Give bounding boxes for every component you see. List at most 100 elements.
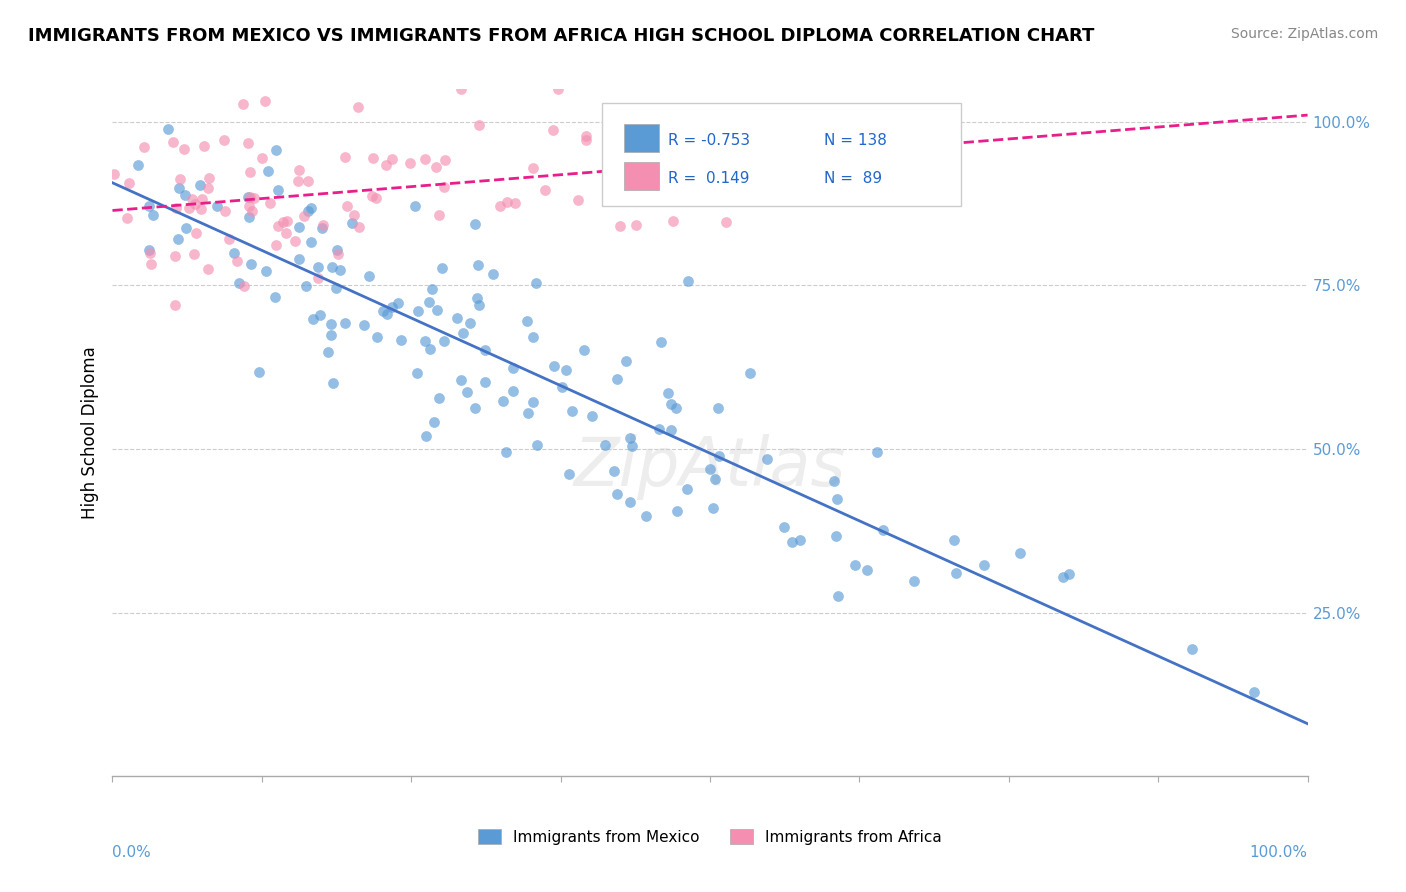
- Text: 100.0%: 100.0%: [1250, 845, 1308, 860]
- Point: [742, 156, 765, 170]
- Point: [328, 247, 350, 261]
- Point: [264, 290, 287, 304]
- Point: [418, 294, 440, 309]
- Point: [232, 96, 254, 111]
- Point: [167, 180, 190, 194]
- Point: [190, 202, 212, 216]
- Point: [522, 330, 544, 344]
- Text: 0.0%: 0.0%: [112, 845, 152, 860]
- Point: [492, 393, 515, 408]
- Point: [634, 508, 657, 523]
- Point: [274, 226, 297, 240]
- Point: [218, 232, 240, 246]
- Point: [433, 153, 456, 167]
- Point: [173, 187, 195, 202]
- Point: [973, 558, 995, 573]
- Point: [264, 143, 287, 157]
- Text: R = -0.753: R = -0.753: [668, 133, 751, 148]
- Point: [284, 234, 307, 248]
- Point: [297, 203, 319, 218]
- Point: [446, 311, 468, 326]
- Legend: Immigrants from Mexico, Immigrants from Africa: Immigrants from Mexico, Immigrants from …: [472, 822, 948, 851]
- Point: [183, 247, 205, 261]
- Point: [468, 298, 491, 312]
- Point: [524, 276, 547, 290]
- Point: [780, 534, 803, 549]
- Point: [287, 162, 309, 177]
- Point: [250, 152, 273, 166]
- Point: [458, 316, 481, 330]
- Text: N =  89: N = 89: [824, 171, 882, 186]
- Point: [214, 204, 236, 219]
- Point: [593, 438, 616, 452]
- Point: [366, 330, 388, 344]
- Point: [309, 308, 332, 322]
- Text: IMMIGRANTS FROM MEXICO VS IMMIGRANTS FROM AFRICA HIGH SCHOOL DIPLOMA CORRELATION: IMMIGRANTS FROM MEXICO VS IMMIGRANTS FRO…: [28, 27, 1094, 45]
- Point: [329, 262, 352, 277]
- Point: [243, 191, 266, 205]
- Text: Source: ZipAtlas.com: Source: ZipAtlas.com: [1230, 27, 1378, 41]
- Point: [238, 136, 260, 150]
- Point: [347, 219, 370, 234]
- Point: [621, 439, 644, 453]
- Point: [294, 210, 316, 224]
- Point: [188, 178, 211, 192]
- Point: [602, 464, 624, 478]
- Point: [1052, 569, 1074, 583]
- Point: [361, 189, 384, 203]
- Point: [197, 180, 219, 194]
- Point: [408, 304, 430, 318]
- Point: [184, 226, 207, 240]
- Point: [340, 216, 363, 230]
- Point: [456, 384, 478, 399]
- Point: [619, 431, 641, 445]
- Point: [346, 100, 368, 114]
- Point: [433, 180, 456, 194]
- Point: [827, 589, 849, 603]
- Point: [502, 384, 524, 398]
- Point: [179, 201, 201, 215]
- Point: [326, 244, 349, 258]
- Point: [825, 491, 848, 506]
- Point: [312, 218, 335, 232]
- Point: [321, 260, 343, 274]
- Point: [704, 472, 727, 486]
- Point: [650, 334, 672, 349]
- Point: [174, 221, 197, 235]
- Point: [426, 303, 449, 318]
- Point: [239, 164, 262, 178]
- Point: [1180, 641, 1202, 656]
- Point: [522, 161, 544, 176]
- Point: [730, 174, 752, 188]
- Point: [464, 217, 486, 231]
- Point: [415, 429, 437, 443]
- Point: [673, 139, 696, 153]
- Point: [232, 278, 254, 293]
- FancyBboxPatch shape: [603, 103, 962, 206]
- Point: [420, 282, 443, 296]
- Point: [945, 566, 967, 581]
- Point: [173, 142, 195, 156]
- Point: [398, 155, 420, 169]
- Point: [554, 363, 576, 377]
- Point: [205, 199, 228, 213]
- Point: [299, 201, 322, 215]
- Point: [322, 376, 344, 391]
- Point: [224, 246, 246, 260]
- Point: [264, 238, 287, 252]
- Point: [614, 353, 637, 368]
- Point: [212, 133, 235, 147]
- Point: [267, 219, 290, 233]
- Point: [702, 500, 724, 515]
- Point: [467, 258, 489, 272]
- Point: [825, 529, 848, 543]
- Point: [427, 392, 450, 406]
- Point: [297, 174, 319, 188]
- Point: [319, 317, 342, 331]
- Point: [567, 193, 589, 207]
- Point: [138, 243, 160, 257]
- Point: [419, 342, 441, 356]
- Point: [427, 208, 450, 222]
- Point: [665, 401, 688, 415]
- Point: [165, 249, 187, 263]
